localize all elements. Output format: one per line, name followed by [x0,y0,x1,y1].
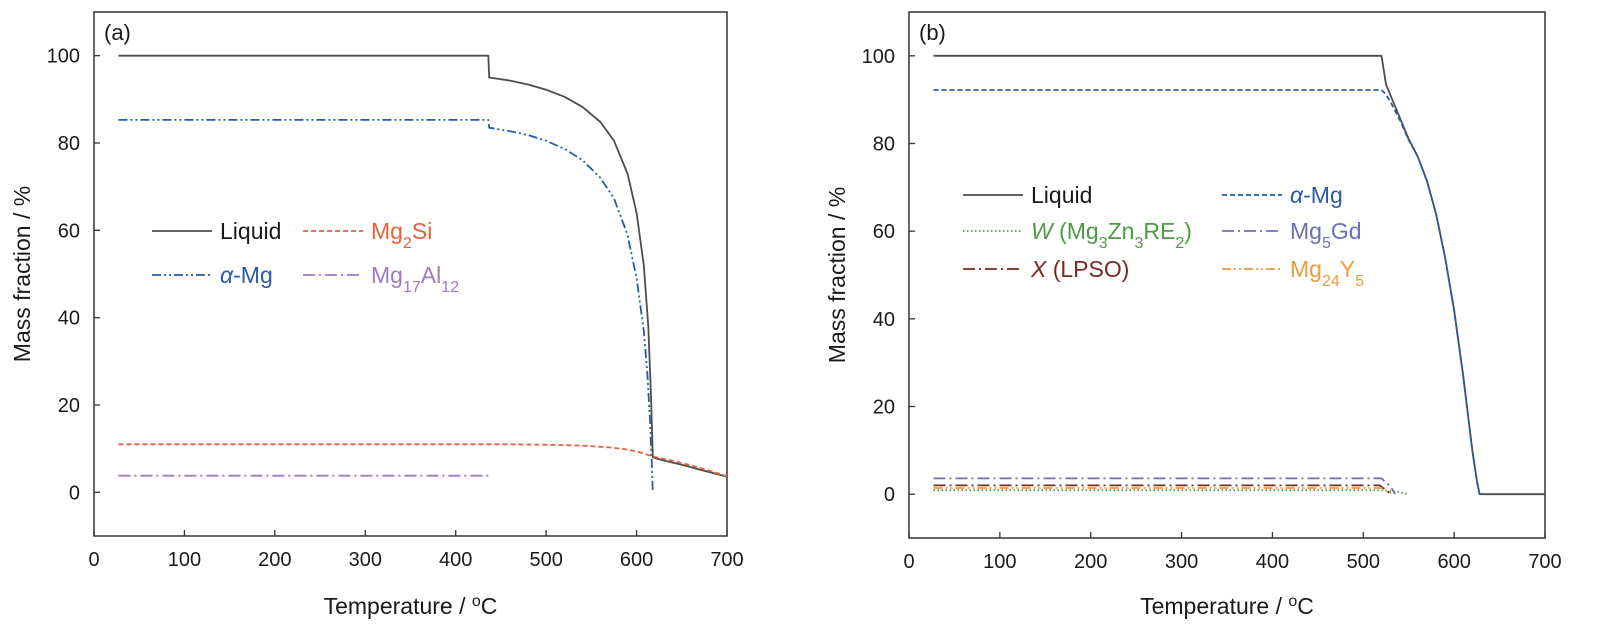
y-tick-label: 80 [58,133,80,155]
legend-label: Mg24Y5 [1290,256,1364,290]
legend: Liquid α-Mg W (Mg3Zn3RE2) Mg5Gd X (LPSO) Mg24… [963,182,1364,290]
series-line-1 [118,54,728,478]
x-tick-label: 300 [1165,551,1198,573]
legend: Liquid Mg2Si α-Mg Mg17Al12 [152,218,459,296]
chart-panel-b: 0 100 200 300 400 500 600 700 0 20 40 60 80 100 Temper… [824,11,1562,620]
x-tick-label: 400 [439,549,472,571]
x-tick-label: 400 [1256,551,1289,573]
y-tick-label: 100 [47,46,80,68]
series-line-3 [118,443,728,478]
series-line-3 [933,489,1409,496]
y-axis-label: Mass fraction / % [9,186,35,362]
x-tick-label: 600 [620,549,653,571]
legend-label: X (LPSO) [1030,256,1129,282]
y-tick-label: 80 [873,134,895,156]
legend-label: Mg2Si [371,218,432,252]
legend-label: α-Mg [220,262,273,288]
legend-label: Liquid [1031,182,1092,208]
plot-frame [908,11,1546,539]
x-tick-label: 0 [903,551,914,573]
legend-label: Mg5Gd [1290,218,1362,252]
x-tick-label: 700 [1528,551,1561,573]
x-tick-label: 100 [168,549,201,571]
legend-label: α-Mg [1290,182,1343,208]
y-tick-label: 20 [873,397,895,419]
y-tick-label: 60 [873,221,895,243]
y-tick-label: 100 [862,46,895,68]
y-tick-label: 60 [58,220,80,242]
x-tick-label: 200 [258,549,291,571]
x-tick-label: 300 [349,549,382,571]
legend-label: W (Mg3Zn3RE2) [1031,218,1192,252]
x-tick-label: 500 [529,549,562,571]
x-tick-label: 500 [1347,551,1380,573]
series-group [933,54,1545,496]
series-line-4 [933,477,1396,495]
series-line-1 [933,54,1545,496]
legend-label: Liquid [220,218,281,244]
y-tick-label: 20 [58,395,80,417]
y-axis-label: Mass fraction / % [824,187,850,363]
series-group [118,54,728,493]
legend-label: Mg17Al12 [371,262,459,296]
x-tick-label: 100 [983,551,1016,573]
y-tick-label: 0 [884,484,895,506]
panel-label: (a) [104,20,131,45]
x-tick-label: 600 [1437,551,1470,573]
series-line-6 [933,487,1393,495]
panel-label: (b) [919,20,946,45]
series-line-5 [933,484,1392,495]
x-axis-label: Temperature / oC [1140,593,1314,620]
y-tick-label: 0 [69,482,80,504]
series-line-2 [118,119,654,493]
x-tick-label: 700 [710,549,743,571]
x-tick-label: 200 [1074,551,1107,573]
series-line-2 [933,89,1481,495]
x-tick-label: 0 [88,549,99,571]
x-axis-label: Temperature / oC [324,593,498,620]
y-tick-label: 40 [873,309,895,331]
chart-panel-a: 0 100 200 300 400 500 600 700 0 20 40 60 80 100 Temper… [9,11,744,620]
y-tick-label: 40 [58,308,80,330]
plot-frame [93,11,728,537]
